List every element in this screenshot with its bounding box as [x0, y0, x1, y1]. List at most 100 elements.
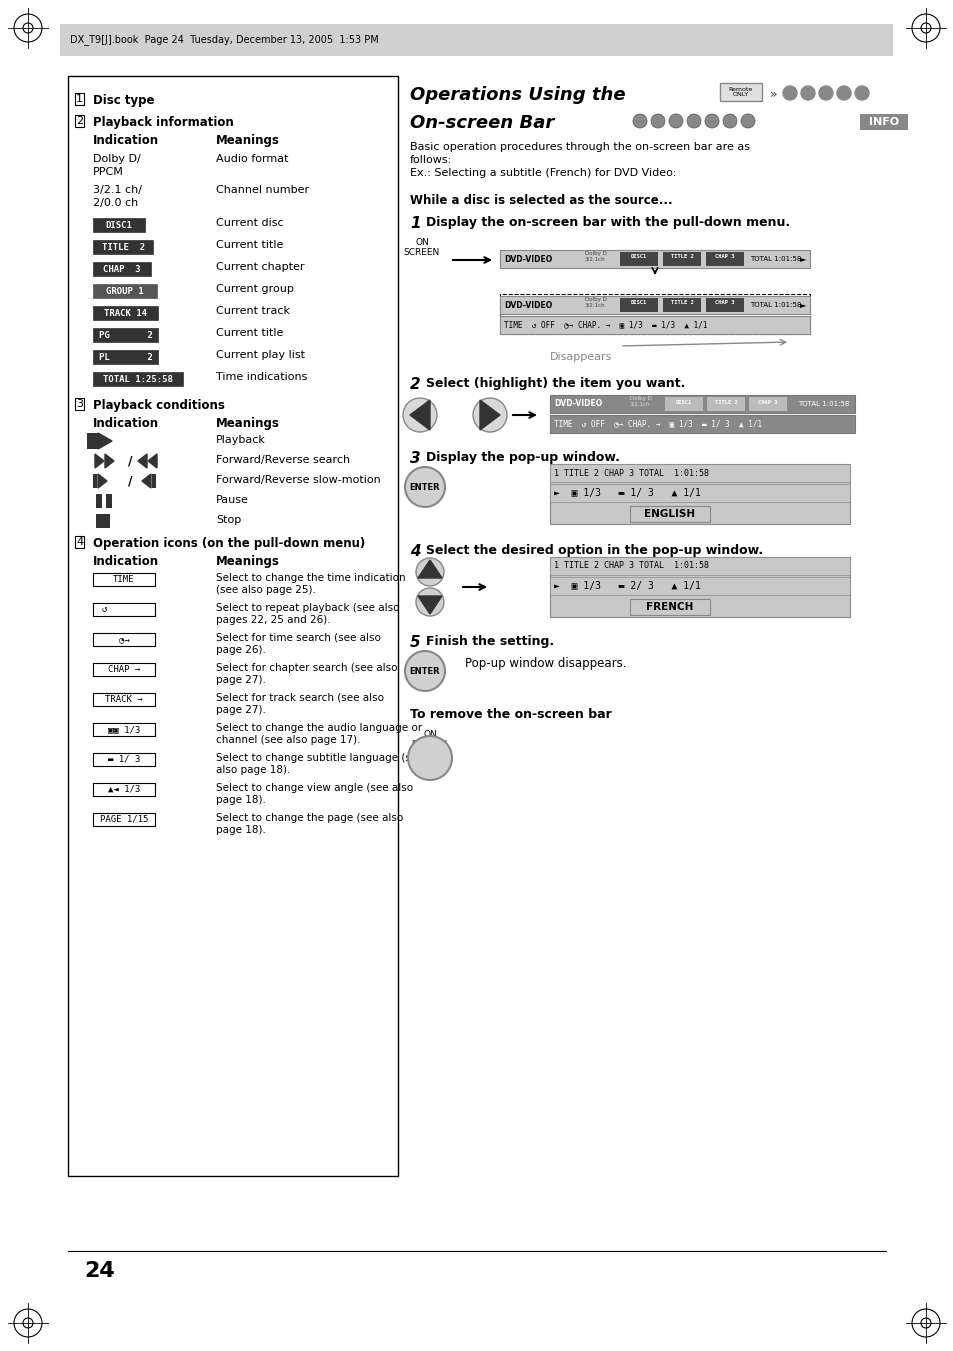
Bar: [92, 693, 154, 707]
Text: Disappears: Disappears: [550, 353, 612, 362]
Text: (see also page 25).: (see also page 25).: [215, 585, 315, 594]
Text: Remote
ONLY: Remote ONLY: [728, 86, 752, 97]
Text: Forward/Reverse slow-motion: Forward/Reverse slow-motion: [215, 476, 380, 485]
Text: Current group: Current group: [215, 284, 294, 295]
Text: ◔→: ◔→: [118, 635, 130, 644]
Text: ENGLISH: ENGLISH: [644, 509, 695, 519]
Text: 24: 24: [85, 1260, 115, 1281]
Bar: [96, 513, 110, 528]
Text: GROUP 1: GROUP 1: [106, 286, 144, 296]
Text: Select to change view angle (see also: Select to change view angle (see also: [215, 784, 413, 793]
Text: ▬ 1/ 3: ▬ 1/ 3: [108, 755, 140, 765]
Circle shape: [405, 467, 444, 507]
Bar: [499, 295, 809, 334]
Bar: [92, 218, 145, 232]
Text: Select to change the audio language or: Select to change the audio language or: [215, 723, 421, 734]
Bar: [92, 240, 152, 254]
Circle shape: [818, 86, 832, 100]
Polygon shape: [417, 596, 441, 613]
Bar: [550, 484, 849, 503]
Text: DVD-VIDEO: DVD-VIDEO: [503, 254, 552, 263]
Text: ENTER: ENTER: [409, 666, 440, 676]
Circle shape: [740, 113, 754, 128]
Text: page 27).: page 27).: [215, 705, 266, 715]
Bar: [92, 663, 154, 676]
Bar: [550, 463, 849, 482]
Bar: [92, 350, 158, 363]
Text: page 18).: page 18).: [215, 794, 266, 805]
Text: 1 TITLE 2 CHAP 3 TOTAL  1:01:58: 1 TITLE 2 CHAP 3 TOTAL 1:01:58: [554, 469, 708, 477]
Text: TIME  ↺ OFF  ◔→ CHAP. →  ▣ 1/3  ▬ 1/3  ▲ 1/1: TIME ↺ OFF ◔→ CHAP. → ▣ 1/3 ▬ 1/3 ▲ 1/1: [503, 320, 707, 330]
Polygon shape: [98, 434, 112, 449]
Text: TITLE  2: TITLE 2: [101, 242, 144, 251]
Text: ↺: ↺: [102, 605, 146, 613]
Bar: [619, 299, 658, 312]
Text: Time indications: Time indications: [215, 372, 307, 382]
Text: Select (highlight) the item you want.: Select (highlight) the item you want.: [426, 377, 684, 390]
Text: Current chapter: Current chapter: [215, 262, 304, 272]
Text: PG       2: PG 2: [98, 331, 152, 339]
Text: DISC1: DISC1: [106, 220, 132, 230]
Bar: [550, 577, 849, 594]
Text: TOTAL 1:25:58: TOTAL 1:25:58: [103, 374, 172, 384]
Text: also page 18).: also page 18).: [215, 765, 290, 775]
Circle shape: [722, 113, 737, 128]
Bar: [859, 113, 907, 130]
Text: FRENCH: FRENCH: [645, 603, 693, 612]
Text: Indication: Indication: [92, 134, 159, 147]
Text: Current track: Current track: [215, 305, 290, 316]
Bar: [629, 507, 709, 521]
Text: PAGE 1/15: PAGE 1/15: [100, 815, 148, 824]
Polygon shape: [479, 400, 499, 430]
Text: Indication: Indication: [92, 555, 159, 567]
Text: ►  ▣ 1/3   ▬ 1/ 3   ▲ 1/1: ► ▣ 1/3 ▬ 1/ 3 ▲ 1/1: [554, 488, 700, 499]
Polygon shape: [138, 454, 147, 467]
Bar: [664, 397, 702, 411]
Text: Operations Using the: Operations Using the: [410, 86, 625, 104]
Text: Basic operation procedures through the on-screen bar are as
follows:
Ex.: Select: Basic operation procedures through the o…: [410, 142, 749, 178]
Text: ON
SCREEN: ON SCREEN: [403, 238, 439, 258]
Text: pages 22, 25 and 26).: pages 22, 25 and 26).: [215, 615, 331, 626]
Bar: [92, 634, 154, 646]
Text: Playback conditions: Playback conditions: [92, 399, 225, 412]
Text: TIME: TIME: [113, 576, 134, 584]
Bar: [550, 394, 854, 413]
Circle shape: [668, 113, 682, 128]
Bar: [92, 603, 154, 616]
Bar: [92, 284, 157, 299]
Text: TRACK 14: TRACK 14: [104, 308, 147, 317]
Text: Pop-up window disappears.: Pop-up window disappears.: [464, 657, 626, 670]
Bar: [748, 397, 786, 411]
Bar: [92, 753, 154, 766]
Bar: [720, 82, 761, 101]
Text: 1: 1: [410, 216, 420, 231]
Text: 1 TITLE 2 CHAP 3 TOTAL  1:01:58: 1 TITLE 2 CHAP 3 TOTAL 1:01:58: [554, 562, 708, 570]
Bar: [629, 598, 709, 615]
Text: TOTAL 1:01:58: TOTAL 1:01:58: [749, 255, 801, 262]
Bar: [92, 573, 154, 586]
Text: Select to change the time indication: Select to change the time indication: [215, 573, 405, 584]
Text: DX_T9[J].book  Page 24  Tuesday, December 13, 2005  1:53 PM: DX_T9[J].book Page 24 Tuesday, December …: [70, 35, 378, 46]
Circle shape: [473, 399, 506, 432]
Bar: [499, 316, 809, 334]
Bar: [152, 474, 156, 488]
Circle shape: [836, 86, 850, 100]
Bar: [705, 299, 743, 312]
Bar: [96, 494, 102, 508]
Text: 3: 3: [410, 451, 420, 466]
Bar: [550, 415, 854, 434]
Text: On-screen Bar: On-screen Bar: [410, 113, 554, 132]
Text: Select for time search (see also: Select for time search (see also: [215, 634, 380, 643]
Text: ON
SCREEN: ON SCREEN: [412, 730, 448, 750]
Text: page 27).: page 27).: [215, 676, 266, 685]
Text: Indication: Indication: [92, 417, 159, 430]
Polygon shape: [410, 400, 430, 430]
Text: 2: 2: [410, 377, 420, 392]
Bar: [92, 262, 151, 276]
Text: Audio format: Audio format: [215, 154, 288, 163]
Bar: [92, 784, 154, 796]
Text: /: /: [128, 476, 132, 488]
Text: 4: 4: [76, 536, 83, 547]
Text: channel (see also page 17).: channel (see also page 17).: [215, 735, 360, 744]
Bar: [550, 557, 849, 576]
